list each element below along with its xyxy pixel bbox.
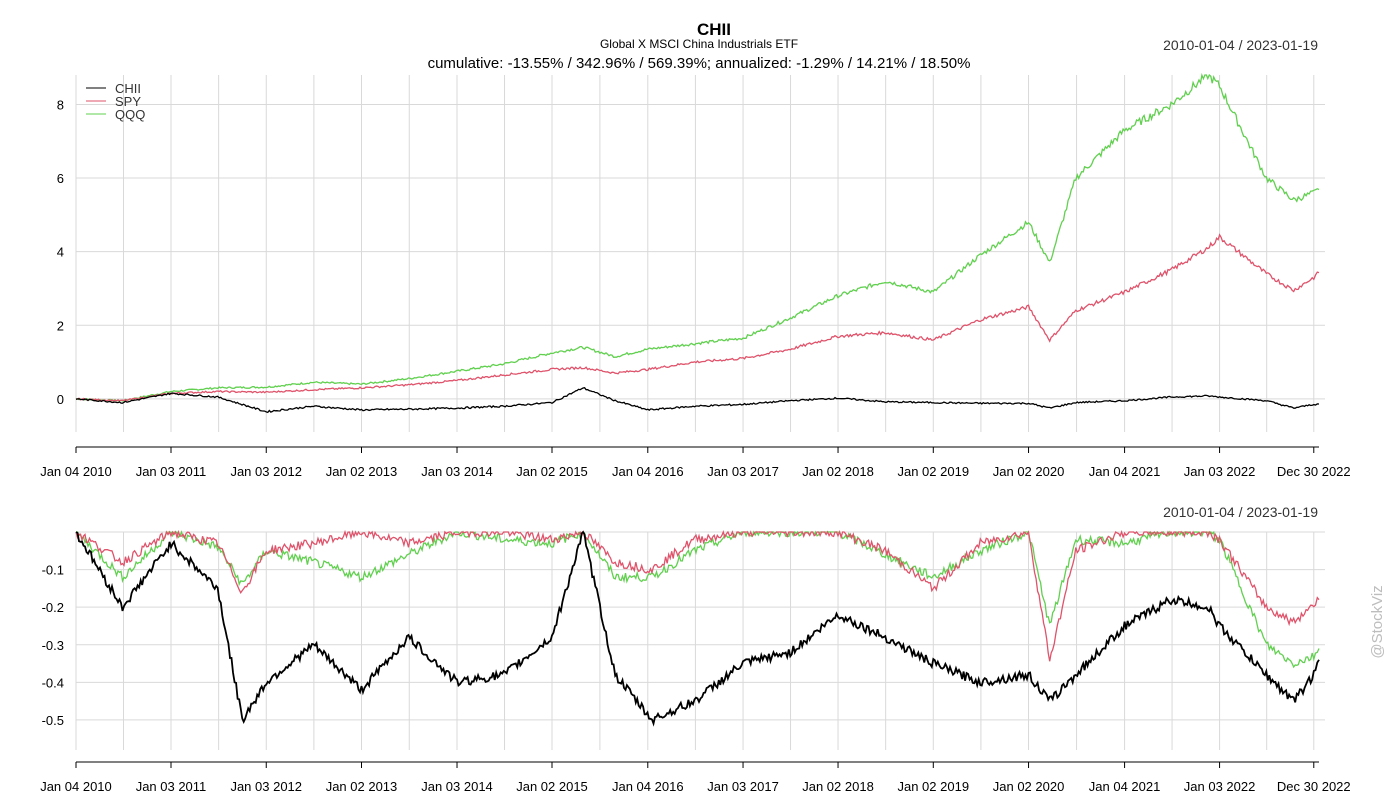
x-tick-label: Jan 02 2020 bbox=[993, 779, 1065, 794]
legend-label-qqq: QQQ bbox=[115, 107, 145, 122]
x-tick-label: Jan 02 2018 bbox=[802, 779, 874, 794]
y-tick-label: 8 bbox=[57, 97, 64, 112]
x-tick-label: Jan 02 2018 bbox=[802, 464, 874, 479]
x-tick-label: Jan 04 2010 bbox=[40, 779, 112, 794]
x-tick-label: Jan 04 2021 bbox=[1089, 779, 1161, 794]
y-tick-label: 4 bbox=[57, 245, 64, 260]
legend-label-chii: CHII bbox=[115, 81, 141, 96]
x-tick-label: Jan 03 2017 bbox=[707, 779, 779, 794]
x-tick-label: Jan 03 2017 bbox=[707, 464, 779, 479]
x-tick-label: Jan 03 2011 bbox=[136, 779, 207, 794]
x-tick-label: Jan 02 2019 bbox=[897, 464, 969, 479]
watermark: @StockViz bbox=[1369, 585, 1386, 658]
drawdown-line-qqq bbox=[76, 530, 1320, 669]
cumulative-return-panel: 0 2 4 6 8 Jan 04 2010 Jan 03 2011 Jan 03 2012 Ja… bbox=[40, 72, 1351, 479]
drawdown-line-spy bbox=[75, 529, 1320, 662]
cumulative-line-chii bbox=[75, 386, 1320, 414]
x-tick-label: Jan 03 2022 bbox=[1184, 464, 1256, 479]
y-tick-label: 6 bbox=[57, 171, 64, 186]
top-date-range: 2010-01-04 / 2023-01-19 bbox=[1163, 37, 1318, 53]
chart-metrics: cumulative: -13.55% / 342.96% / 569.39%;… bbox=[428, 55, 971, 72]
x-tick-label: Jan 04 2010 bbox=[40, 464, 112, 479]
y-tick-label: -0.1 bbox=[42, 563, 64, 578]
x-tick-label: Jan 03 2022 bbox=[1184, 779, 1256, 794]
x-tick-label: Jan 02 2013 bbox=[326, 779, 398, 794]
y-tick-label: -0.5 bbox=[42, 713, 64, 728]
y-tick-label: 0 bbox=[57, 392, 64, 407]
legend: CHII SPY QQQ bbox=[86, 81, 145, 122]
x-tick-label: Jan 03 2014 bbox=[421, 779, 493, 794]
x-tick-label: Dec 30 2022 bbox=[1277, 464, 1351, 479]
chart-title: CHII bbox=[697, 20, 731, 39]
x-tick-label: Jan 02 2015 bbox=[516, 464, 588, 479]
cumulative-line-qqq bbox=[75, 72, 1320, 402]
x-tick-label: Jan 04 2016 bbox=[612, 464, 684, 479]
y-tick-label: -0.4 bbox=[42, 675, 64, 690]
y-tick-label: 2 bbox=[57, 318, 64, 333]
top-grid bbox=[75, 75, 1325, 432]
x-tick-label: Jan 03 2012 bbox=[230, 464, 302, 479]
x-tick-label: Jan 02 2020 bbox=[993, 464, 1065, 479]
chart-subtitle: Global X MSCI China Industrials ETF bbox=[600, 37, 798, 51]
x-tick-label: Jan 03 2011 bbox=[136, 464, 207, 479]
x-tick-label: Jan 02 2019 bbox=[897, 779, 969, 794]
x-tick-label: Jan 02 2015 bbox=[516, 779, 588, 794]
cumulative-line-spy bbox=[75, 233, 1320, 402]
x-tick-label: Jan 03 2012 bbox=[230, 779, 302, 794]
drawdown-line-chii bbox=[75, 530, 1320, 727]
x-tick-label: Jan 03 2014 bbox=[421, 464, 493, 479]
drawdown-panel: -0.1 -0.2 -0.3 -0.4 -0.5 Jan 04 2010 Jan 03 20… bbox=[40, 529, 1351, 794]
y-tick-label: -0.3 bbox=[42, 638, 64, 653]
y-tick-label: -0.2 bbox=[42, 600, 64, 615]
x-tick-label: Jan 02 2013 bbox=[326, 464, 398, 479]
x-tick-label: Jan 04 2016 bbox=[612, 779, 684, 794]
x-tick-label: Dec 30 2022 bbox=[1277, 779, 1351, 794]
legend-label-spy: SPY bbox=[115, 94, 141, 109]
bottom-date-range: 2010-01-04 / 2023-01-19 bbox=[1163, 504, 1318, 520]
x-tick-label: Jan 04 2021 bbox=[1089, 464, 1161, 479]
bottom-grid bbox=[75, 531, 1325, 750]
